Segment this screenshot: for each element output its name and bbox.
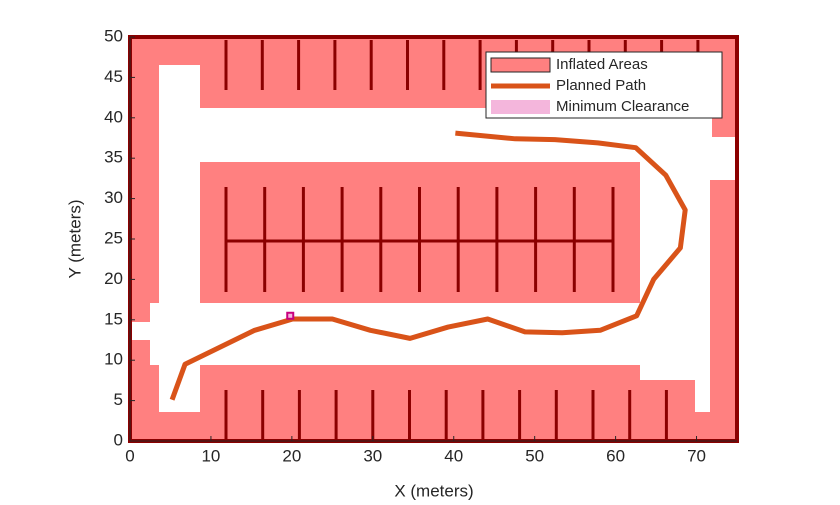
clearance-point: [286, 311, 295, 320]
x-tick-label: 0: [125, 446, 134, 465]
y-tick-label: 10: [104, 350, 123, 369]
y-tick-label: 40: [104, 107, 123, 126]
x-tick-label: 20: [282, 446, 301, 465]
x-tick-label: 50: [525, 446, 544, 465]
y-tick-label: 30: [104, 188, 123, 207]
legend-patch: [491, 100, 550, 114]
x-tick-label: 10: [201, 446, 220, 465]
right-corridor: [640, 108, 710, 380]
x-axis-label: X (meters): [394, 481, 473, 500]
y-tick-label: 5: [114, 390, 123, 409]
legend-label: Inflated Areas: [556, 56, 648, 73]
left-opening: [130, 322, 155, 340]
right-exit: [695, 370, 710, 412]
x-tick-label: 40: [444, 446, 463, 465]
legend: Inflated Areas Planned Path Minimum Cleara…: [485, 51, 723, 119]
legend-label: Minimum Clearance: [556, 98, 689, 115]
y-tick-label: 20: [104, 269, 123, 288]
planned-path: [169, 130, 688, 401]
right-opening: [710, 137, 737, 180]
legend-label: Planned Path: [556, 77, 646, 94]
free-space: [130, 65, 737, 412]
y-axis-label: Y (meters): [65, 199, 84, 278]
y-tick-label: 0: [114, 430, 123, 449]
y-tick-label: 15: [104, 309, 123, 328]
y-tick-label: 25: [104, 228, 123, 247]
y-tick-label: 50: [104, 26, 123, 45]
x-tick-label: 30: [363, 446, 382, 465]
x-tick-label: 70: [687, 446, 706, 465]
x-tick-label: 60: [606, 446, 625, 465]
y-tick-label: 35: [104, 148, 123, 167]
y-tick-label: 45: [104, 67, 123, 86]
legend-patch: [490, 57, 551, 73]
